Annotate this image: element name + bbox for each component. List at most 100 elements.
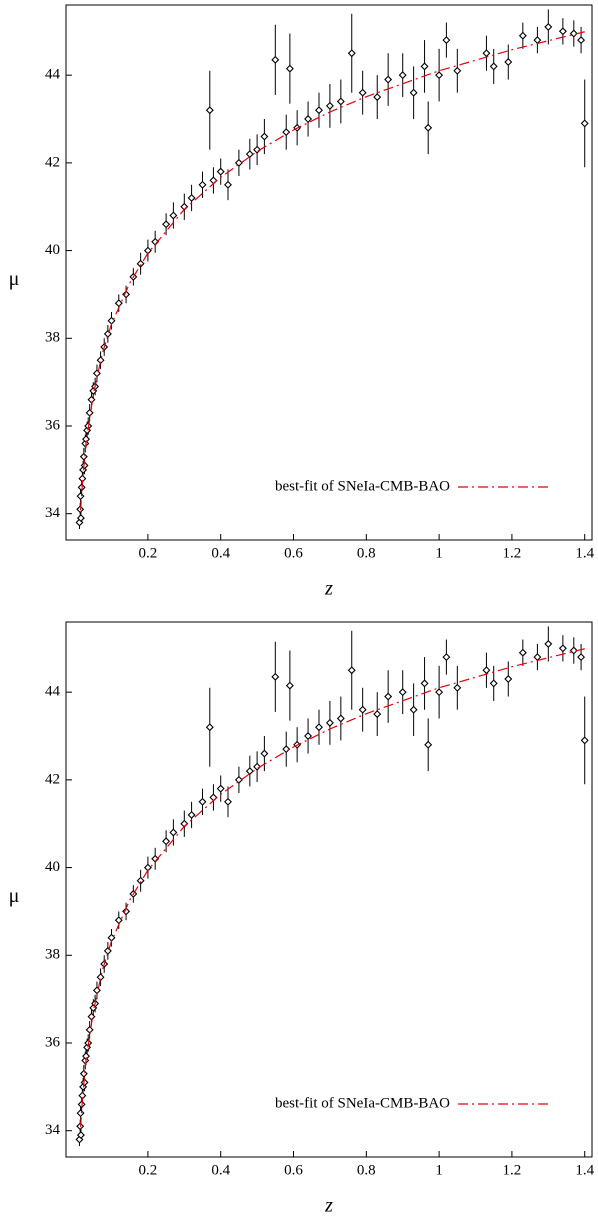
data-point [187,193,196,202]
data-point [453,66,462,75]
data-point [569,646,578,655]
x-tick-label: 1.4 [575,545,594,561]
data-point [76,514,85,523]
data-point [325,101,334,110]
data-point [169,828,178,837]
fit-line [79,31,585,511]
chart: 0.2 0.4 0.6 0.8 1 1.2 1.4 34 36 38 40 42 44 z μ best-fi… [9,4,595,600]
data-point [482,666,491,675]
data-point [234,775,243,784]
data-point [162,220,171,229]
data-point [580,736,589,745]
data-point [435,688,444,697]
data-point [347,49,356,58]
x-tick-label: 0.4 [211,1162,230,1178]
plot-frame [65,4,593,541]
x-tick-label: 0.6 [284,545,303,561]
data-point [216,167,225,176]
data-point [558,27,567,36]
y-tick-label: 44 [45,684,61,700]
fit-line [79,648,585,1128]
x-axis-label: z [324,578,333,600]
data-point [285,64,294,73]
data-point [398,688,407,697]
data-point [373,93,382,102]
x-tick-label: 0.2 [139,1162,158,1178]
data-point [136,876,145,885]
data-point [358,88,367,97]
x-tick-label: 0.6 [284,1162,303,1178]
data-point [169,211,178,220]
data-point [271,55,280,64]
data-point [435,71,444,80]
data-point [518,31,527,40]
data-point [489,679,498,688]
data-point [504,58,513,66]
chart: 0.2 0.4 0.6 0.8 1 1.2 1.4 34 36 38 40 42 44 z μ best-fi… [9,621,595,1217]
data-point [544,22,553,31]
data-point [358,705,367,714]
data-point [304,115,313,123]
x-tick-label: 1 [435,1162,443,1178]
legend-label: best-fit of SNeIa-CMB-BAO [275,478,450,494]
x-tick-label: 0.8 [357,1162,376,1178]
data-point [304,732,313,740]
data-point [209,176,218,185]
data-point [424,123,433,132]
data-point [205,723,214,732]
data-point [79,1069,88,1078]
data-point [577,36,586,45]
data-point [424,740,433,749]
y-tick-label: 36 [45,1034,61,1050]
data-point [209,793,218,802]
data-point [253,762,262,771]
y-tick-label: 42 [45,771,60,787]
data-point [75,1135,84,1144]
data-point [420,62,429,71]
data-point [373,710,382,719]
data-point [122,290,131,299]
x-tick-label: 0.4 [211,545,230,561]
data-point [420,679,429,688]
data-point [114,916,123,925]
data-point [187,810,196,819]
data-point [577,653,586,662]
data-point [260,749,269,758]
data-point [162,837,171,846]
data-point [504,675,513,683]
data-point [442,653,451,662]
y-tick-label: 38 [45,330,60,346]
data-point [245,767,254,776]
data-point [482,49,491,58]
data-point [384,692,393,701]
data-point [569,29,578,38]
x-tick-label: 1.2 [503,1162,522,1178]
data-point [315,723,323,732]
data-point [234,158,243,167]
x-tick-label: 1 [435,545,443,561]
data-point [224,797,232,806]
data-point [122,907,131,916]
data-point [442,36,451,45]
data-point [198,797,207,806]
data-point [114,299,123,308]
y-tick-label: 40 [45,859,60,875]
x-tick-label: 1.2 [503,545,522,561]
data-point [205,106,214,115]
y-tick-label: 42 [45,154,60,170]
y-tick-label: 40 [45,242,60,258]
y-tick-label: 38 [45,947,60,963]
data-point [336,714,345,723]
data-point [282,128,291,137]
data-point [409,88,418,97]
data-point [409,705,418,714]
y-tick-label: 36 [45,417,61,433]
x-tick-label: 0.2 [139,545,158,561]
y-tick-label: 34 [45,1122,61,1138]
plot-frame [65,621,593,1158]
y-axis-label: μ [9,885,20,907]
data-point [76,1131,85,1140]
data-point [558,644,567,653]
